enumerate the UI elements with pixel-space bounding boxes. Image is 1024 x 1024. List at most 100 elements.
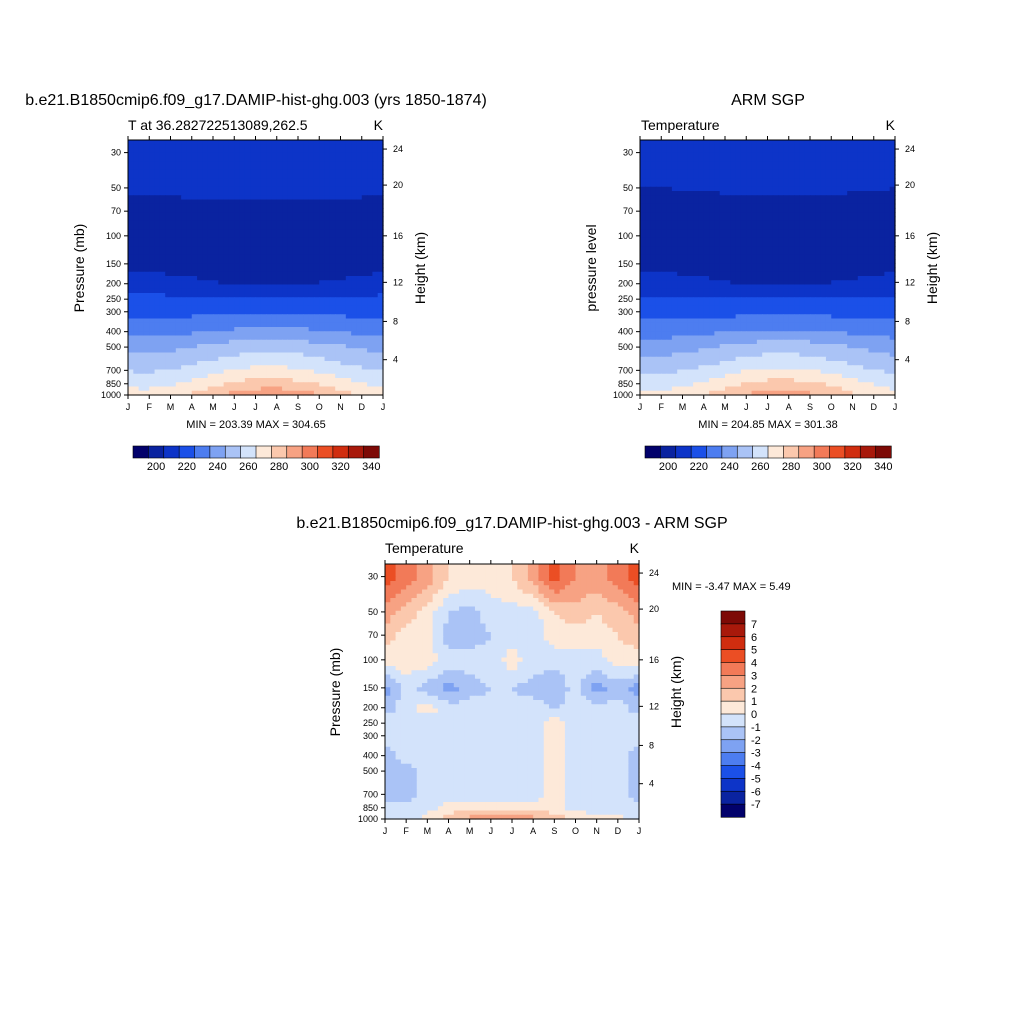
contour-cell: [677, 305, 684, 311]
contour-cell: [298, 250, 304, 256]
contour-cell: [303, 182, 310, 188]
contour-cell: [340, 382, 347, 388]
contour-cell: [207, 195, 214, 201]
contour-cell: [345, 280, 352, 286]
contour-cell: [655, 233, 662, 239]
contour-cell: [143, 242, 150, 247]
contour-cell: [682, 186, 689, 192]
contour-cell: [287, 165, 294, 171]
contour-cell: [313, 344, 320, 349]
contour-cell: [351, 186, 358, 192]
contour-cell: [857, 161, 864, 167]
contour-cell: [128, 178, 134, 184]
contour-cell: [260, 356, 267, 362]
contour-cell: [873, 237, 880, 243]
contour-cell: [202, 140, 209, 145]
contour-cell: [820, 284, 827, 290]
contour-cell: [223, 169, 230, 175]
contour-cell: [149, 152, 156, 158]
contour-cell: [831, 267, 838, 273]
contour-cell: [165, 169, 172, 175]
contour-cell: [677, 148, 684, 154]
contour-cell: [303, 165, 310, 171]
contour-cell: [239, 182, 246, 188]
contour-cell: [794, 276, 800, 281]
contour-cell: [650, 212, 657, 218]
contour-cell: [666, 174, 673, 179]
contour-cell: [884, 305, 891, 311]
contour-cell: [345, 348, 352, 354]
contour-cell: [324, 373, 331, 379]
contour-cell: [218, 191, 225, 196]
contour-cell: [772, 293, 779, 298]
contour-cell: [719, 161, 726, 167]
contour-cell: [218, 144, 225, 150]
contour-cell: [319, 331, 326, 337]
contour-cell: [303, 225, 310, 230]
contour-cell: [250, 390, 257, 396]
contour-cell: [271, 344, 278, 349]
contour-cell: [197, 361, 203, 366]
contour-cell: [287, 365, 294, 371]
contour-cell: [207, 271, 214, 277]
contour-cell: [133, 382, 140, 388]
contour-cell: [703, 165, 710, 171]
contour-cell: [271, 199, 278, 205]
contour-cell: [149, 178, 156, 184]
contour-cell: [783, 242, 790, 247]
contour-cell: [725, 259, 731, 264]
contour-cell: [266, 216, 273, 222]
contour-cell: [239, 254, 246, 260]
contour-cell: [260, 352, 267, 358]
contour-cell: [661, 229, 668, 235]
contour-cell: [372, 352, 379, 358]
contour-cell: [345, 267, 352, 273]
contour-cell: [335, 157, 342, 162]
contour-cell: [714, 216, 721, 222]
contour-cell: [223, 361, 230, 366]
contour-cell: [244, 169, 251, 175]
contour-cell: [857, 169, 864, 175]
contour-cell: [377, 369, 384, 375]
contour-cell: [351, 220, 358, 226]
contour-cell: [847, 280, 854, 286]
contour-cell: [239, 267, 246, 273]
contour-cell: [335, 148, 342, 154]
contour-cell: [228, 339, 235, 345]
contour-cell: [836, 233, 843, 239]
contour-cell: [207, 386, 214, 392]
contour-cell: [698, 161, 705, 167]
contour-cell: [756, 267, 763, 273]
contour-cell: [255, 348, 262, 354]
contour-cell: [340, 390, 347, 396]
contour-cell: [228, 297, 235, 303]
contour-cell: [228, 199, 235, 205]
contour-cell: [133, 386, 140, 392]
contour-cell: [287, 148, 294, 154]
contour-cell: [154, 310, 161, 315]
contour-cell: [847, 148, 854, 154]
contour-cell: [154, 297, 161, 303]
contour-cell: [756, 280, 763, 286]
contour-cell: [709, 229, 715, 235]
contour-cell: [884, 225, 891, 230]
contour-cell: [751, 182, 758, 188]
contour-cell: [841, 169, 848, 175]
contour-cell: [255, 369, 262, 375]
contour-cell: [170, 369, 177, 375]
contour-cell: [133, 378, 140, 383]
contour-cell: [234, 152, 241, 158]
contour-cell: [159, 195, 166, 201]
contour-cell: [847, 267, 854, 273]
colorbar-label: 260: [239, 461, 257, 473]
contour-cell: [181, 208, 188, 213]
contour-cell: [677, 301, 684, 307]
contour-cell: [879, 212, 885, 218]
contour-cell: [239, 361, 246, 366]
contour-cell: [191, 203, 198, 209]
contour-cell: [165, 310, 172, 315]
contour-cell: [857, 152, 864, 158]
contour-cell: [170, 318, 177, 324]
contour-cell: [714, 174, 721, 179]
